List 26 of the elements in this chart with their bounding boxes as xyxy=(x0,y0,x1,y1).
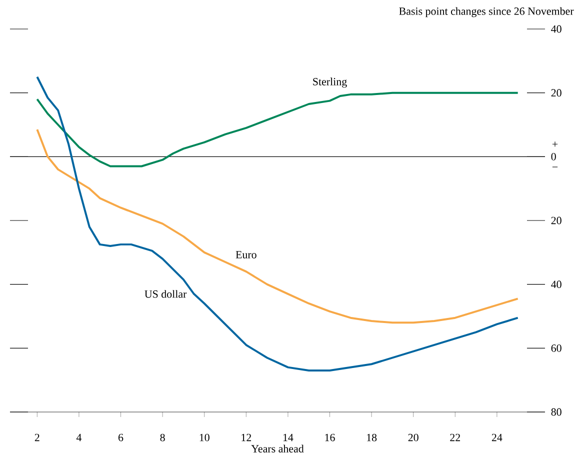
x-tick-label: 8 xyxy=(160,434,165,442)
y-tick-label: 20 xyxy=(551,216,562,224)
x-tick-label: 4 xyxy=(76,434,82,442)
x-tick-label: 24 xyxy=(492,434,502,442)
y-tick-label: 20 xyxy=(551,89,562,97)
x-tick-label: 14 xyxy=(283,434,294,442)
y-tick-label: 60 xyxy=(551,344,562,352)
x-tick-label: 20 xyxy=(408,434,418,442)
x-axis-title: Years ahead xyxy=(251,444,304,452)
x-tick-label: 12 xyxy=(242,434,252,442)
x-tick-label: 18 xyxy=(367,434,377,442)
y-tick-label: 0 xyxy=(551,152,556,160)
x-tick-label: 2 xyxy=(34,434,40,442)
y-tick-label: 80 xyxy=(551,408,562,416)
y-tick-label: 40 xyxy=(551,280,562,288)
text: − xyxy=(552,166,558,168)
text: + xyxy=(552,142,558,147)
x-tick-label: 10 xyxy=(200,434,210,442)
y-tick-label: 40 xyxy=(551,25,562,33)
y-axis-title: Basis point changes since 26 November xyxy=(399,7,574,18)
x-tick-label: 6 xyxy=(118,434,124,442)
series-label: Euro xyxy=(236,251,256,258)
x-tick-label: 22 xyxy=(450,434,460,442)
series-label: Sterling xyxy=(313,78,347,88)
x-tick-label: 16 xyxy=(325,434,335,442)
series-label: US dollar xyxy=(144,290,187,298)
